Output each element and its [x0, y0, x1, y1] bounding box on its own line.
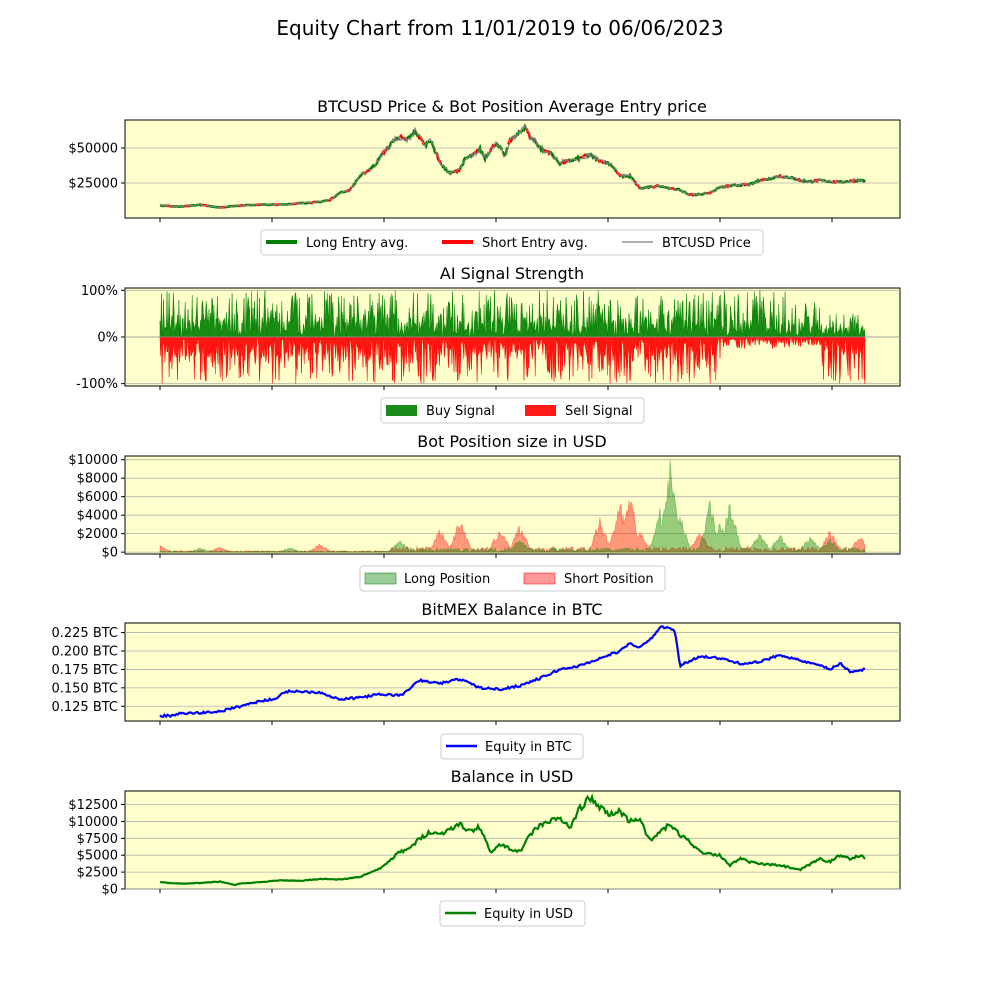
usd-equity-series [160, 793, 866, 887]
price-y-ticks: $25000 $50000 [68, 142, 125, 192]
btc-balance-panel-title: BitMEX Balance in BTC [421, 600, 602, 619]
btc-y-tick-label: 0.150 BTC [51, 681, 118, 696]
sell-signal-area [159, 336, 866, 384]
signal-panel-title: AI Signal Strength [440, 264, 584, 283]
position-y-tick-label: $10000 [68, 453, 118, 468]
signal-bars [125, 290, 900, 384]
btc-y-tick-label: 0.175 BTC [51, 663, 118, 678]
btc-legend: Equity in BTC [440, 733, 584, 760]
position-areas [159, 459, 866, 554]
long-position-legend-label: Long Position [404, 572, 490, 587]
price-panel: BTCUSD Price & Bot Position Average Entr… [68, 97, 901, 256]
usd-y-tick-label: $0 [101, 883, 118, 898]
btc-y-tick-label: 0.225 BTC [51, 626, 118, 641]
usd-balance-panel-bg [124, 790, 901, 890]
sell-signal-legend-label: Sell Signal [565, 404, 633, 419]
long-entry-segment [428, 139, 437, 155]
position-y-tick-label: $0 [101, 546, 118, 561]
short-entry-legend-label: Short Entry avg. [482, 236, 588, 251]
long-position-legend-swatch [364, 572, 397, 585]
usd-equity-line [160, 793, 866, 887]
signal-y-tick-label: -100% [76, 377, 118, 392]
figure-title: Equity Chart from 11/01/2019 to 06/06/20… [276, 16, 723, 40]
usd-y-ticks: $0 $2500 $5000 $7500 $10000 $12500 [68, 798, 125, 898]
position-y-tick-label: $6000 [77, 490, 118, 505]
signal-y-ticks: -100% 0% 100% [76, 284, 125, 392]
signal-y-tick-label: 100% [81, 284, 118, 299]
sell-signal-legend-swatch [525, 405, 556, 416]
usd-legend-box [439, 900, 586, 927]
position-gridlines [125, 459, 900, 553]
btc-balance-panel: BitMEX Balance in BTC 0.125 BTC 0.150 BTC… [51, 600, 901, 760]
long-position-area [159, 459, 866, 554]
buy-signal-area [159, 290, 866, 338]
position-panel-title: Bot Position size in USD [417, 432, 606, 451]
position-legend: Long Position Short Position [359, 565, 666, 592]
price-legend: Long Entry avg. Short Entry avg. BTCUSD … [260, 229, 764, 256]
btc-equity-legend-label: Equity in BTC [485, 740, 571, 755]
position-panel-bg [124, 455, 901, 555]
signal-panel: AI Signal Strength -100% 0% 100% Buy Signa… [76, 264, 901, 424]
btc-legend-box [440, 733, 584, 760]
btc-equity-line [159, 625, 866, 719]
position-y-tick-label: $4000 [77, 509, 118, 524]
position-x-ticks [159, 554, 833, 558]
long-entry-legend-label: Long Entry avg. [306, 236, 408, 251]
btc-y-tick-label: 0.125 BTC [51, 700, 118, 715]
btc-y-ticks: 0.125 BTC 0.150 BTC 0.175 BTC 0.200 BTC 0.22… [51, 626, 125, 715]
long-entry-segment [446, 170, 455, 176]
btcusd-price-line [159, 124, 866, 209]
price-legend-box [260, 229, 764, 256]
position-panel: Bot Position size in USD $0 $2000 $4000 $60… [68, 432, 901, 592]
signal-x-ticks [159, 386, 833, 390]
long-entry-segment [441, 164, 450, 174]
short-position-legend-swatch [523, 572, 556, 585]
usd-y-tick-label: $12500 [68, 798, 118, 813]
position-y-tick-label: $8000 [77, 472, 118, 487]
price-gridlines [125, 147, 900, 184]
short-position-area [159, 499, 866, 554]
position-legend-box [359, 565, 666, 592]
btc-x-ticks [159, 721, 833, 725]
usd-y-tick-label: $5000 [77, 849, 118, 864]
signal-legend-box [380, 397, 645, 424]
usd-balance-panel: Balance in USD $0 $2500 $5000 $7500 $10000 $1… [68, 767, 901, 927]
usd-y-tick-label: $10000 [68, 815, 118, 830]
btc-equity-series [159, 625, 866, 719]
usd-equity-legend-label: Equity in USD [484, 907, 573, 922]
position-y-tick-label: $2000 [77, 527, 118, 542]
short-position-legend-label: Short Position [564, 572, 654, 587]
price-y-tick-label: $50000 [68, 142, 118, 157]
usd-legend: Equity in USD [439, 900, 586, 927]
price-series [159, 123, 867, 209]
price-y-tick-label: $25000 [68, 177, 118, 192]
signal-legend: Buy Signal Sell Signal [380, 397, 645, 424]
long-entry-segment [386, 139, 395, 151]
position-y-ticks: $0 $2000 $4000 $6000 $8000 $10000 [68, 453, 125, 561]
btc-balance-panel-bg [124, 622, 901, 722]
usd-y-tick-label: $2500 [77, 866, 118, 881]
btc-y-tick-label: 0.200 BTC [51, 645, 118, 660]
price-panel-bg [124, 119, 901, 219]
usd-x-ticks [159, 889, 833, 893]
price-x-ticks [159, 218, 833, 222]
usd-y-tick-label: $7500 [77, 832, 118, 847]
long-entry-segment [404, 132, 414, 142]
price-panel-title: BTCUSD Price & Bot Position Average Entr… [317, 97, 707, 116]
price-legend-label: BTCUSD Price [662, 236, 751, 251]
usd-balance-panel-title: Balance in USD [451, 767, 574, 786]
buy-signal-legend-label: Buy Signal [426, 404, 495, 419]
signal-y-tick-label: 0% [97, 331, 118, 346]
usd-gridlines [125, 804, 900, 890]
buy-signal-legend-swatch [386, 405, 417, 416]
